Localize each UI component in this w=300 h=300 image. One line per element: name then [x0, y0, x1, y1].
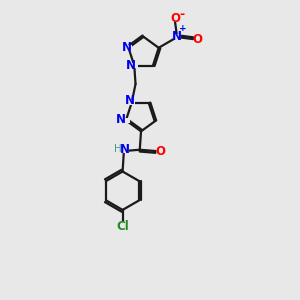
- Text: N: N: [125, 94, 135, 106]
- Text: N: N: [116, 113, 126, 126]
- Bar: [118, 224, 128, 230]
- Bar: [128, 100, 135, 105]
- Bar: [194, 37, 201, 42]
- Bar: [157, 148, 164, 154]
- Text: Cl: Cl: [116, 220, 129, 233]
- Text: N: N: [122, 41, 131, 54]
- Text: N: N: [172, 30, 182, 43]
- Bar: [173, 34, 181, 40]
- Bar: [131, 63, 138, 68]
- Text: N: N: [120, 143, 130, 156]
- Bar: [125, 45, 132, 51]
- Text: O: O: [170, 12, 180, 25]
- Bar: [116, 146, 121, 152]
- Bar: [172, 16, 179, 21]
- Bar: [122, 118, 130, 123]
- Text: H: H: [114, 144, 122, 154]
- Text: N: N: [126, 58, 136, 71]
- Text: O: O: [155, 145, 165, 158]
- Bar: [122, 147, 129, 153]
- Text: -: -: [180, 8, 185, 21]
- Text: O: O: [193, 33, 202, 46]
- Text: +: +: [179, 24, 187, 33]
